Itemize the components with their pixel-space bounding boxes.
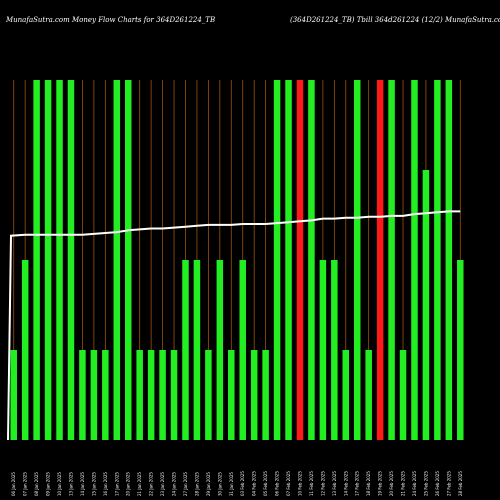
bar bbox=[434, 80, 441, 440]
x-tick-label: 05 Feb 2025 bbox=[263, 471, 268, 496]
bar bbox=[102, 350, 109, 440]
bar bbox=[79, 350, 86, 440]
x-tick-label: 15 Jan 2025 bbox=[91, 472, 96, 496]
x-tick-label: 04 Feb 2025 bbox=[252, 471, 257, 496]
x-tick-label: 28 Feb 2025 bbox=[458, 471, 463, 496]
trend-line bbox=[7, 210, 461, 441]
x-tick-label: 29 Jan 2025 bbox=[206, 472, 211, 496]
x-tick-label: 17 Feb 2025 bbox=[355, 471, 360, 496]
bar bbox=[331, 260, 338, 440]
bar bbox=[21, 260, 29, 440]
bar bbox=[56, 80, 63, 440]
x-tick-label: 08 Jan 2025 bbox=[34, 472, 39, 496]
bar bbox=[445, 80, 453, 440]
x-tick-label: 30 Jan 2025 bbox=[217, 472, 222, 496]
bar bbox=[124, 80, 132, 440]
x-tick-label: 27 Feb 2025 bbox=[446, 471, 451, 496]
bar bbox=[308, 80, 315, 440]
bar bbox=[136, 350, 143, 440]
x-tick-label: 16 Jan 2025 bbox=[103, 472, 108, 496]
bar bbox=[353, 80, 361, 440]
bar bbox=[228, 350, 235, 440]
chart-title-left: MunafaSutra.com Money Flow Charts for 36… bbox=[5, 16, 215, 24]
x-tick-label: 12 Feb 2025 bbox=[320, 471, 325, 496]
bar bbox=[296, 80, 304, 440]
x-tick-label: 24 Jan 2025 bbox=[172, 472, 177, 496]
bar bbox=[342, 350, 350, 440]
bar bbox=[411, 80, 418, 440]
bar bbox=[205, 350, 212, 440]
chart-title-right: (364D261224_TB) Tbill 364d261224 (12/2) … bbox=[290, 16, 500, 24]
bar bbox=[10, 350, 17, 440]
bar bbox=[193, 260, 201, 440]
x-tick-label: 10 Jan 2025 bbox=[57, 472, 62, 496]
bar bbox=[216, 260, 224, 440]
x-tick-label: 13 Feb 2025 bbox=[332, 471, 337, 496]
bar bbox=[159, 350, 166, 440]
x-tick-label: 10 Feb 2025 bbox=[297, 471, 302, 496]
x-tick-label: 27 Jan 2025 bbox=[183, 472, 188, 496]
bar bbox=[33, 80, 40, 440]
bar bbox=[376, 80, 384, 440]
x-tick-label: 17 Jan 2025 bbox=[114, 472, 119, 496]
x-tick-label: 28 Jan 2025 bbox=[194, 472, 199, 496]
x-tick-label: 03 Feb 2025 bbox=[240, 471, 245, 496]
bar bbox=[90, 350, 98, 440]
bar bbox=[262, 350, 269, 440]
bar bbox=[67, 80, 75, 440]
x-tick-label: 22 Jan 2025 bbox=[149, 472, 154, 496]
bar bbox=[182, 260, 189, 440]
x-tick-label: 21 Jan 2025 bbox=[137, 472, 142, 496]
x-tick-label: 21 Feb 2025 bbox=[401, 471, 406, 496]
bar bbox=[170, 350, 178, 440]
x-tick-label: 07 Feb 2025 bbox=[286, 471, 291, 496]
x-tick-label: 23 Jan 2025 bbox=[160, 472, 165, 496]
x-tick-label: 31 Jan 2025 bbox=[229, 472, 234, 496]
bar bbox=[399, 350, 407, 440]
x-tick-label: 18 Feb 2025 bbox=[366, 471, 371, 496]
x-tick-label: 06 Feb 2025 bbox=[275, 471, 280, 496]
bar bbox=[44, 80, 52, 440]
x-tick-label: 26 Feb 2025 bbox=[435, 471, 440, 496]
x-tick-label: 14 Jan 2025 bbox=[80, 472, 85, 496]
x-tick-label: 25 Feb 2025 bbox=[423, 471, 428, 496]
bar bbox=[147, 350, 155, 440]
x-tick-label: 11 Feb 2025 bbox=[309, 471, 314, 496]
bar bbox=[457, 260, 464, 440]
bar bbox=[388, 80, 395, 440]
bars bbox=[10, 80, 464, 440]
x-tick-label: 14 Feb 2025 bbox=[343, 471, 348, 496]
bar bbox=[285, 80, 292, 440]
x-tick-label: 06 Jan 2025 bbox=[11, 472, 16, 496]
x-tick-label: 20 Feb 2025 bbox=[389, 471, 394, 496]
bar bbox=[365, 350, 372, 440]
bar bbox=[113, 80, 121, 440]
x-tick-label: 19 Feb 2025 bbox=[378, 471, 383, 496]
x-tick-label: 09 Jan 2025 bbox=[46, 472, 51, 496]
bar bbox=[273, 80, 281, 440]
bar bbox=[250, 350, 258, 440]
x-tick-label: 20 Jan 2025 bbox=[126, 472, 131, 496]
x-axis-ticks: 06 Jan 2025 07 Jan 2025 08 Jan 2025 09 Jan … bbox=[11, 471, 463, 496]
x-tick-label: 24 Feb 2025 bbox=[412, 471, 417, 496]
bar bbox=[319, 260, 327, 440]
x-tick-label: 13 Jan 2025 bbox=[68, 472, 73, 496]
x-tick-label: 07 Jan 2025 bbox=[23, 472, 28, 496]
bar bbox=[239, 260, 246, 440]
trend-line-layer bbox=[7, 210, 461, 441]
bar bbox=[422, 170, 430, 440]
